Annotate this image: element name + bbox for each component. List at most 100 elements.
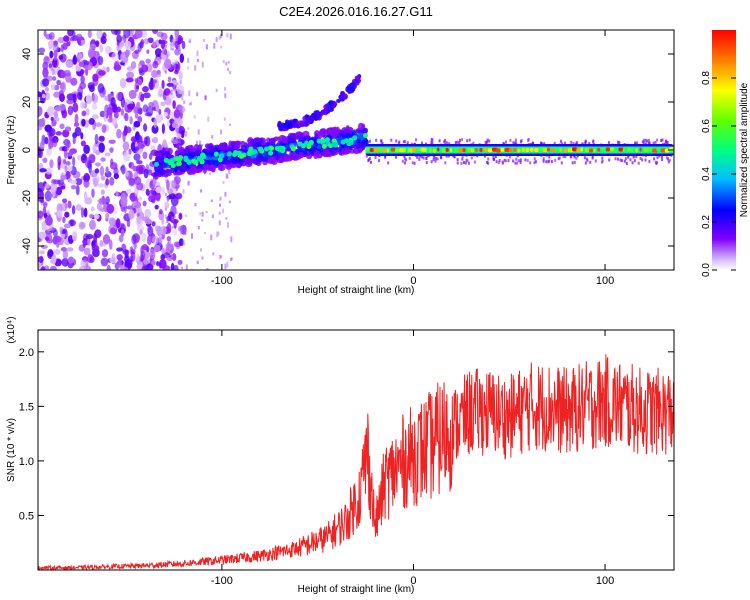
spectrogram-noise-mark (61, 257, 69, 267)
spectrogram-noise-mark (175, 192, 183, 200)
snr-x-tick-label: 0 (410, 575, 416, 587)
spectrogram-noise-mark (53, 117, 60, 122)
spectrogram-halo-mark (643, 138, 646, 142)
spectrogram-noise-mark (67, 151, 73, 156)
spectrogram-halo-mark (533, 161, 536, 165)
spectrogram-trace-mark (331, 148, 339, 156)
spectrogram-halo-mark (519, 140, 522, 144)
spectrogram-faint-mark (172, 86, 175, 91)
spectrogram-noise-mark (106, 264, 111, 270)
spectrogram-faint-mark (191, 233, 194, 239)
spectrogram-noise-mark (173, 264, 179, 270)
spectrogram-halo-mark (654, 160, 657, 164)
spectrogram-noise-mark (85, 108, 90, 116)
spectrogram-noise-mark (172, 228, 178, 236)
spectrogram-noise-mark (56, 79, 62, 86)
spectrogram-noise-mark (136, 215, 142, 225)
spectrogram-faint-mark (178, 48, 181, 54)
spectrogram-halo-mark (509, 138, 512, 142)
spectrogram-noise-mark (74, 113, 79, 125)
spectrogram-faint-mark (223, 117, 226, 121)
spectrogram-frame (37, 29, 675, 271)
spectrogram-trace-mark (247, 138, 252, 147)
spectrogram-noise-mark (41, 93, 46, 99)
spectrogram-steady-core-mark (378, 147, 384, 152)
spectrogram-halo-mark (422, 156, 425, 160)
spectrogram-noise-mark (152, 178, 156, 186)
spectrogram-noise-mark (158, 236, 163, 247)
spectrogram-noise-mark (89, 219, 96, 230)
spectrogram-noise-mark (88, 84, 95, 93)
spectrogram-faint-mark (230, 236, 233, 243)
spectrogram-faint-mark (226, 221, 229, 228)
spectrogram-noise-mark (113, 111, 119, 119)
spectrogram-halo-mark (435, 157, 438, 161)
spectrogram-trace-core-mark (306, 144, 312, 150)
spectrogram-noise-mark (126, 219, 131, 228)
spectrogram-noise-mark (104, 95, 109, 102)
spectrogram-steady-core-mark (513, 147, 517, 152)
spectrogram-halo-mark (616, 140, 619, 144)
spectrogram-noise-mark (151, 221, 156, 227)
spectrogram-trace-mark (159, 163, 168, 169)
spectrogram-faint-mark (170, 44, 173, 51)
spectrogram-noise-mark (119, 78, 127, 89)
spectrogram-noise-mark (40, 117, 46, 127)
spectrogram-noise-mark (128, 209, 135, 220)
spectrogram-trace-mark (208, 145, 213, 150)
spectrogram-halo-mark (472, 141, 475, 145)
spectrogram-steady-core-mark (635, 148, 638, 153)
spectrogram-steady-core-mark (374, 148, 379, 153)
spectrogram-noise-mark (137, 206, 143, 214)
spectrogram-trace-core-mark (192, 159, 198, 165)
spectrogram-faint-mark (175, 107, 178, 111)
spectrogram-halo-mark (594, 159, 597, 163)
spectrogram-halo-mark (564, 155, 567, 159)
spectrogram-noise-mark (107, 117, 114, 123)
spectrogram-noise-mark (63, 148, 68, 159)
spectrogram-noise-mark (171, 180, 177, 189)
spectrogram-noise-mark (101, 124, 107, 134)
spectrogram-noise-mark (81, 118, 86, 127)
spectrogram-faint-mark (201, 61, 204, 68)
spectrogram-noise-mark (38, 231, 47, 240)
spectrogram-noise-mark (80, 75, 85, 84)
spectrogram-y-tick-label: 40 (21, 48, 33, 60)
spectrogram-faint-mark (190, 268, 193, 270)
spectrogram-halo-mark (570, 140, 573, 144)
spectrogram-noise-mark (41, 220, 47, 231)
spectrogram-halo-mark (665, 156, 668, 160)
spectrogram-noise-mark (141, 64, 149, 73)
spectrogram-noise-mark (136, 253, 140, 262)
spectrogram-trace-core-mark (328, 143, 334, 149)
spectrogram-noise-mark (136, 101, 141, 109)
spectrogram-noise-mark (83, 144, 91, 155)
spectrogram-noise-mark (171, 139, 179, 144)
spectrogram-noise-mark (42, 206, 47, 217)
spectrogram-trace-core-mark (362, 132, 368, 138)
colorbar-tick-label: 0.0 (701, 263, 712, 277)
spectrogram-faint-mark (201, 219, 204, 222)
spectrogram-noise-mark (106, 107, 113, 116)
spectrogram-noise-mark (161, 123, 165, 135)
spectrogram-steady-core-mark (449, 148, 453, 153)
spectrogram-noise-mark (38, 262, 41, 269)
spectrogram-halo-mark (508, 155, 511, 159)
spectrogram-noise-mark (140, 250, 146, 260)
spectrogram-halo-mark (632, 154, 635, 158)
spectrogram-trace-core-mark (320, 138, 326, 144)
spectrogram-trace-mark (190, 165, 197, 174)
spectrogram-halo-mark (421, 155, 424, 159)
spectrogram-noise-mark (144, 250, 151, 259)
spectrogram-halo-mark (634, 141, 637, 145)
snr-y-tick-label: 2.0 (19, 347, 34, 359)
spectrogram-noise-mark (112, 104, 118, 113)
spectrogram-noise-mark (125, 188, 132, 194)
spectrogram-noise-mark (45, 33, 53, 40)
spectrogram-noise-mark (137, 196, 143, 201)
spectrogram-steady-core-mark (395, 148, 400, 153)
spectrogram-trace-core-mark (167, 160, 173, 166)
spectrogram-halo-mark (560, 139, 563, 143)
spectrogram-faint-mark (165, 167, 168, 171)
spectrogram-trace-core-mark (348, 140, 354, 146)
